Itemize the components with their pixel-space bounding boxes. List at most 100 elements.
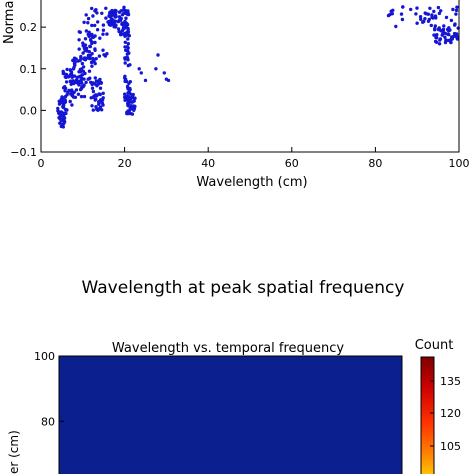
scatter-point: [104, 16, 108, 20]
scatter-point: [444, 15, 449, 20]
scatter-point: [105, 52, 109, 56]
scatter-point: [117, 18, 122, 22]
scatter-point: [88, 33, 92, 37]
scatter-point: [93, 98, 97, 102]
scatter-point: [399, 12, 404, 16]
heatmap-y-tick-label: 100: [34, 350, 55, 363]
scatter-point: [433, 14, 438, 18]
scatter-point: [100, 101, 104, 105]
scatter-point: [77, 83, 81, 87]
scatter-point: [124, 16, 128, 20]
scatter-point: [91, 89, 96, 94]
scatter-point: [88, 44, 92, 48]
scatter-point: [97, 54, 102, 58]
scatter-point: [96, 107, 100, 112]
scatter-point: [90, 41, 94, 46]
scatter-point: [110, 22, 114, 27]
scatter-point: [444, 38, 448, 42]
scatter-point: [79, 94, 84, 99]
scatter-point: [79, 56, 83, 60]
scatter-point: [62, 103, 66, 107]
scatter-point: [67, 88, 71, 93]
scatter-point: [60, 95, 64, 99]
scatter-point: [100, 98, 105, 102]
scatter-point: [93, 23, 97, 28]
scatter-point: [76, 59, 80, 63]
scatter-x-tick-label: 100: [449, 157, 470, 170]
scatter-point: [69, 79, 73, 83]
scatter-point: [73, 95, 78, 100]
scatter-point: [81, 41, 85, 45]
scatter-point: [100, 108, 104, 112]
scatter-point: [82, 77, 86, 81]
scatter-point: [128, 107, 132, 112]
scatter-point: [443, 35, 447, 39]
scatter-point: [126, 42, 130, 46]
scatter-point: [124, 21, 129, 26]
scatter-point: [61, 113, 65, 118]
colorbar-label: Count: [415, 338, 454, 353]
scatter-point: [113, 10, 118, 14]
scatter-point: [101, 32, 105, 36]
colorbar-ticks: 135 120 105: [430, 375, 461, 453]
scatter-point: [90, 6, 94, 11]
scatter-x-axis-label: Wavelength (cm): [196, 175, 307, 190]
scatter-point: [114, 23, 118, 27]
scatter-point: [409, 7, 413, 12]
figure-caption: Wavelength at peak spatial frequency: [82, 278, 405, 298]
scatter-point: [70, 92, 75, 97]
scatter-point: [166, 78, 171, 83]
scatter-point: [415, 6, 419, 10]
scatter-point: [156, 53, 160, 57]
scatter-point: [76, 92, 81, 97]
scatter-point: [68, 68, 73, 73]
scatter-point: [119, 9, 123, 13]
scatter-point: [88, 76, 92, 80]
scatter-point: [423, 11, 427, 15]
scatter-point: [100, 11, 104, 15]
scatter-point: [61, 125, 65, 129]
scatter-point: [96, 20, 100, 24]
scatter-point: [139, 71, 143, 75]
scatter-point: [130, 112, 135, 116]
scatter-point: [454, 12, 458, 16]
scatter-point: [126, 37, 130, 41]
scatter-point: [123, 61, 127, 65]
scatter-point: [79, 86, 84, 91]
scatter-point: [394, 24, 398, 29]
scatter-point: [93, 40, 97, 45]
scatter-point: [116, 27, 121, 31]
scatter-point: [130, 93, 134, 98]
scatter-point: [108, 12, 112, 16]
scatter-point: [97, 102, 101, 106]
scatter-point: [437, 42, 442, 46]
scatter-x-tick-label: 60: [285, 157, 299, 170]
scatter-x-tick-label: 20: [118, 157, 132, 170]
scatter-point: [78, 75, 83, 79]
scatter-point: [70, 75, 74, 80]
scatter-point: [79, 79, 83, 83]
scatter-point: [63, 75, 67, 79]
scatter-point: [59, 119, 63, 123]
scatter-point: [453, 23, 457, 27]
scatter-point: [86, 16, 91, 21]
scatter-point: [391, 8, 395, 12]
scatter-point: [101, 91, 105, 96]
scatter-point: [58, 121, 62, 125]
scatter-point: [414, 12, 418, 16]
scatter-point: [126, 27, 130, 31]
scatter-point: [123, 92, 127, 96]
scatter-point: [57, 110, 62, 114]
scatter-y-tick-label: 0.2: [20, 21, 38, 34]
scatter-point: [126, 9, 130, 13]
scatter-point: [57, 102, 62, 106]
scatter-point: [83, 56, 87, 60]
scatter-point: [451, 7, 455, 12]
scatter-point: [123, 45, 127, 49]
scatter-point: [94, 105, 98, 109]
scatter-point: [78, 30, 83, 34]
scatter-point: [120, 29, 125, 33]
scatter-point: [90, 86, 95, 90]
heatmap-y-tick-label: 80: [41, 415, 55, 428]
